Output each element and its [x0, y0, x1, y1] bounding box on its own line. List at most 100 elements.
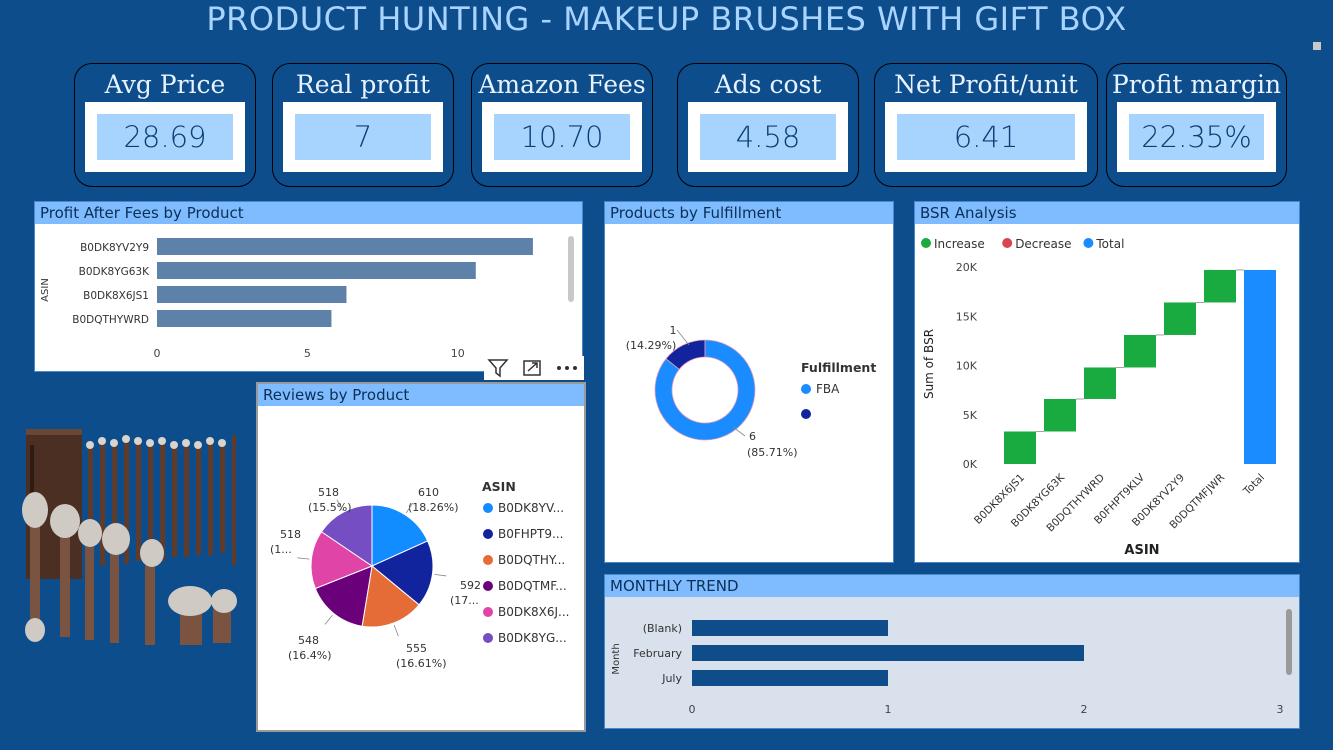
x-tick-label: 5 — [304, 347, 311, 360]
fulfillment-chart-panel[interactable]: Products by Fulfillment 1 (14.29%) 6 (85.71… — [604, 201, 894, 563]
page-title: PRODUCT HUNTING - MAKEUP BRUSHES WITH GI… — [206, 0, 1127, 38]
product-image — [20, 425, 244, 650]
bsr-waterfall-chart: Increase Decrease Total 0K 5K 10K 15K 20K Sum of… — [921, 237, 1276, 558]
x-tick-label: Total — [1241, 472, 1268, 499]
category-label: July — [661, 672, 682, 685]
kpi-value: 10.70 — [494, 114, 630, 160]
kpi-value: 22.35% — [1129, 114, 1264, 160]
kpi-value: 4.58 — [700, 114, 836, 160]
slice-percent-label: (18.26%) — [408, 501, 459, 514]
bsr-chart-panel[interactable]: BSR Analysis Increase Decrease Total 0K 5K 10… — [914, 201, 1300, 563]
legend-label: B0DQTMF... — [498, 579, 567, 593]
pie-slice — [371, 540, 434, 606]
legend-label: B0FHPT9... — [498, 527, 563, 541]
pie-slice — [310, 531, 374, 590]
x-tick-label: 1 — [885, 703, 892, 716]
slice-percent-label: (85.71%) — [747, 446, 798, 459]
category-label: B0DK8YV2Y9 — [80, 242, 149, 254]
legend-marker — [483, 503, 493, 513]
kpi-value: 7 — [295, 114, 431, 160]
legend-marker — [483, 633, 493, 643]
bar — [692, 670, 888, 686]
waterfall-bar — [1164, 302, 1196, 335]
x-tick-label: 3 — [1277, 703, 1284, 716]
reviews-pie-chart: 610 (18.26%) 592 (17... 555 (16.61%) 548 (16.4%… — [270, 479, 569, 670]
slice-percent-label: (16.61%) — [396, 657, 447, 670]
y-tick-label: 20K — [956, 261, 978, 274]
chart-title: Reviews by Product — [258, 384, 584, 406]
y-axis-label: ASIN — [40, 278, 51, 302]
chart-title: MONTHLY TREND — [605, 575, 1299, 597]
kpi-card-amazon-fees: Amazon Fees 10.70 — [471, 63, 653, 187]
y-tick-label: 10K — [956, 360, 978, 373]
scrollbar — [1286, 609, 1292, 675]
category-label: (Blank) — [643, 622, 682, 635]
x-tick-label: 0 — [154, 347, 161, 360]
pie-slice — [371, 504, 429, 567]
pie-slice — [361, 565, 420, 628]
kpi-card-ads-cost: Ads cost 4.58 — [677, 63, 859, 187]
slice-percent-label: (16.4%) — [288, 649, 332, 662]
profit-chart-panel[interactable]: Profit After Fees by Product ASIN B0DK8YV… — [34, 201, 583, 372]
slice-value-label: 518 — [280, 528, 301, 541]
bar — [692, 645, 1084, 661]
makeup-brushes-icon — [22, 429, 237, 645]
kpi-label: Ads cost — [714, 70, 822, 99]
slice-value-label: 548 — [298, 634, 319, 647]
kpi-label: Avg Price — [104, 70, 226, 99]
slice-value-label: 592 — [460, 579, 481, 592]
legend-label: B0DK8YV... — [498, 501, 564, 515]
legend-title: ASIN — [482, 479, 516, 494]
legend-marker — [1083, 238, 1094, 248]
monthly-chart-panel[interactable]: MONTHLY TREND Month (Blank) February July 0 1… — [604, 574, 1300, 729]
scrollbar — [568, 236, 574, 302]
bar — [157, 286, 347, 303]
category-label: B0DQTHYWRD — [72, 314, 149, 326]
legend-marker — [483, 529, 493, 539]
leader-line — [676, 329, 690, 346]
chart-title: Products by Fulfillment — [605, 202, 893, 224]
waterfall-bar — [1044, 398, 1076, 432]
waterfall-bar — [1204, 269, 1236, 303]
leader-line — [393, 624, 399, 637]
x-axis-label: ASIN — [1124, 543, 1159, 558]
legend-label: Decrease — [1015, 237, 1071, 251]
x-tick-label: 0 — [689, 703, 696, 716]
reviews-chart-panel[interactable]: Reviews by Product 610 (18.26%) 592 (17... 5… — [256, 382, 586, 732]
slice-value-label: 555 — [406, 642, 427, 655]
kpi-label: Profit margin — [1111, 70, 1282, 99]
slice-value-label: 518 — [318, 486, 339, 499]
focus-mode-icon — [523, 360, 541, 376]
waterfall-bar — [1084, 367, 1116, 399]
profit-bar-chart: ASIN B0DK8YV2Y9 B0DK8YG63K B0DK8X6JS1 B0DQTH… — [40, 236, 574, 360]
slice-percent-label: (1... — [270, 543, 292, 556]
x-tick-label: 10 — [451, 347, 465, 360]
fulfillment-donut-chart: 1 (14.29%) 6 (85.71%) Fulfillment FBA — [626, 324, 877, 459]
kpi-label: Amazon Fees — [478, 70, 646, 99]
legend-label: B0DK8X6J... — [498, 605, 569, 619]
waterfall-bar — [1004, 431, 1036, 464]
y-axis-label: Sum of BSR — [922, 329, 936, 399]
legend-label: B0DK8YG... — [498, 631, 567, 645]
leader-line — [434, 573, 447, 577]
chart-title: Profit After Fees by Product — [35, 202, 582, 224]
bar — [157, 310, 332, 327]
y-tick-label: 0K — [963, 458, 978, 471]
legend-label: FBA — [816, 382, 840, 396]
legend-marker — [801, 384, 811, 394]
bar — [692, 620, 888, 636]
slice-percent-label: (15.5%) — [308, 501, 352, 514]
slice-percent-label: (14.29%) — [626, 339, 677, 352]
donut-slice — [654, 339, 756, 441]
waterfall-bar — [1124, 334, 1156, 368]
category-label: B0DK8X6JS1 — [83, 290, 149, 302]
x-tick-label: 2 — [1081, 703, 1088, 716]
filter-icon — [487, 359, 509, 378]
bar — [157, 238, 533, 255]
leader-line — [324, 614, 333, 625]
legend-marker — [921, 238, 931, 248]
category-label: February — [633, 647, 682, 660]
kpi-value: 6.41 — [897, 114, 1075, 160]
chart-title: BSR Analysis — [915, 202, 1299, 224]
pie-slice — [314, 565, 373, 627]
